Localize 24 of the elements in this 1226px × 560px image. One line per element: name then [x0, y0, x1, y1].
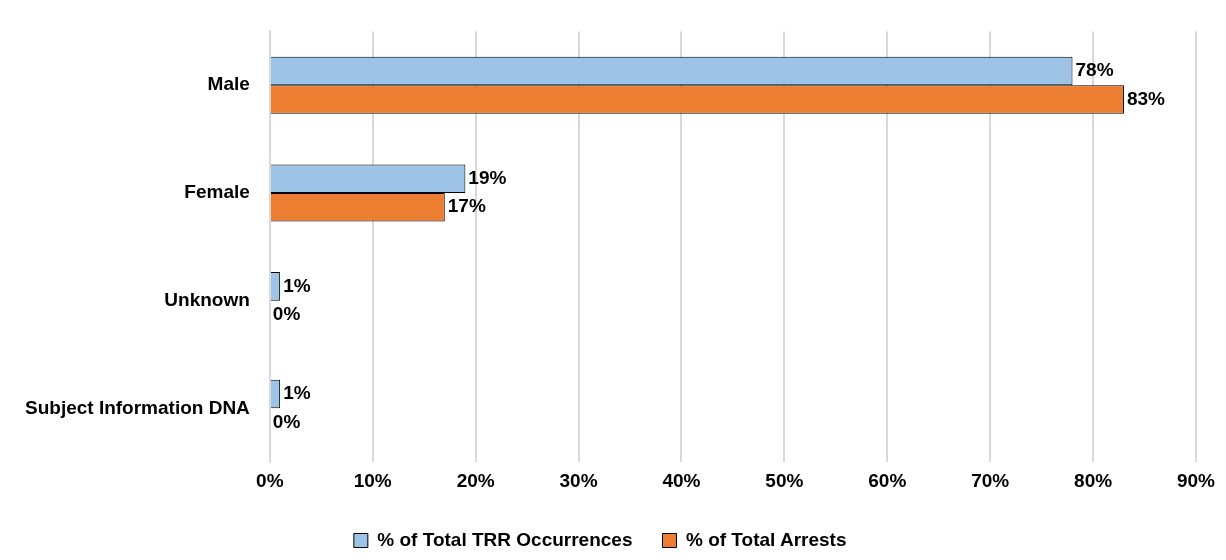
data-label: 0% — [272, 410, 301, 432]
y-tick-label: Unknown — [164, 288, 250, 310]
x-tick-label: 30% — [559, 469, 598, 491]
x-tick-label: 80% — [1074, 469, 1113, 491]
x-tick-label: 60% — [868, 469, 907, 491]
data-label: 19% — [468, 166, 507, 188]
data-label: 17% — [447, 195, 486, 217]
x-tick-label: 90% — [1176, 469, 1216, 491]
y-tick-label: Female — [184, 181, 250, 203]
data-label: 83% — [1126, 87, 1166, 109]
x-tick-label: 20% — [456, 469, 495, 491]
x-tick-label: 70% — [971, 469, 1010, 491]
data-label: 1% — [283, 274, 311, 296]
legend-label: % of Total TRR Occurrences — [377, 528, 633, 550]
data-label: 78% — [1075, 59, 1114, 81]
y-tick-label: Male — [207, 73, 250, 95]
data-label: 1% — [283, 382, 311, 404]
data-label: 0% — [272, 303, 301, 325]
x-tick-label: 40% — [662, 469, 701, 491]
x-tick-label: 0% — [256, 469, 284, 491]
legend-label: % of Total Arrests — [685, 528, 847, 550]
x-tick-label: 10% — [353, 469, 392, 491]
x-tick-label: 50% — [765, 469, 804, 491]
y-tick-label: Subject Information DNA — [24, 396, 251, 418]
